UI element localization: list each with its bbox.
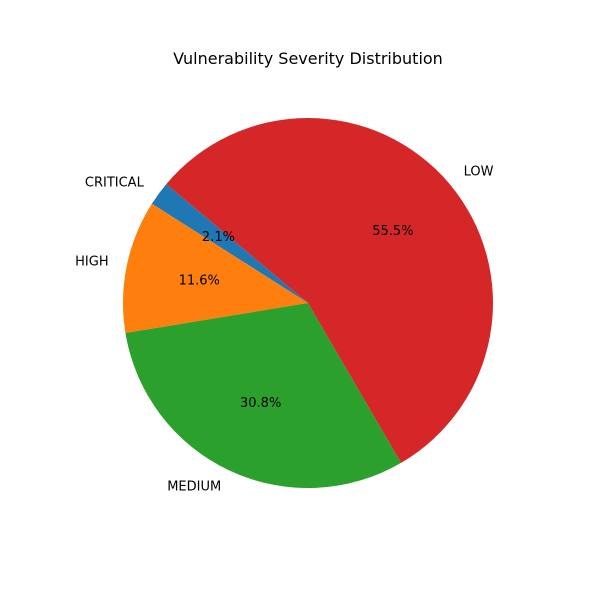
- slice-label-low: LOW: [464, 164, 494, 179]
- pie-slice-medium: [125, 303, 402, 489]
- pie-slice-critical: [151, 184, 308, 303]
- slice-percent-critical: 2.1%: [202, 230, 235, 245]
- slice-label-high: HIGH: [75, 255, 108, 270]
- pie-slice-high: [122, 203, 309, 333]
- slice-percent-low: 55.5%: [372, 224, 413, 239]
- slice-percent-medium: 30.8%: [240, 396, 281, 411]
- slice-label-critical: CRITICAL: [85, 175, 145, 190]
- pie-slice-low: [166, 118, 493, 463]
- slice-percent-high: 11.6%: [179, 273, 220, 288]
- pie-labels: CRITICAL 2.1% HIGH 11.6% MEDIUM 30.8% LOW 55.5%: [75, 164, 494, 494]
- slice-label-medium: MEDIUM: [167, 480, 221, 495]
- pie-slices: [122, 118, 493, 489]
- chart-title: Vulnerability Severity Distribution: [173, 49, 443, 68]
